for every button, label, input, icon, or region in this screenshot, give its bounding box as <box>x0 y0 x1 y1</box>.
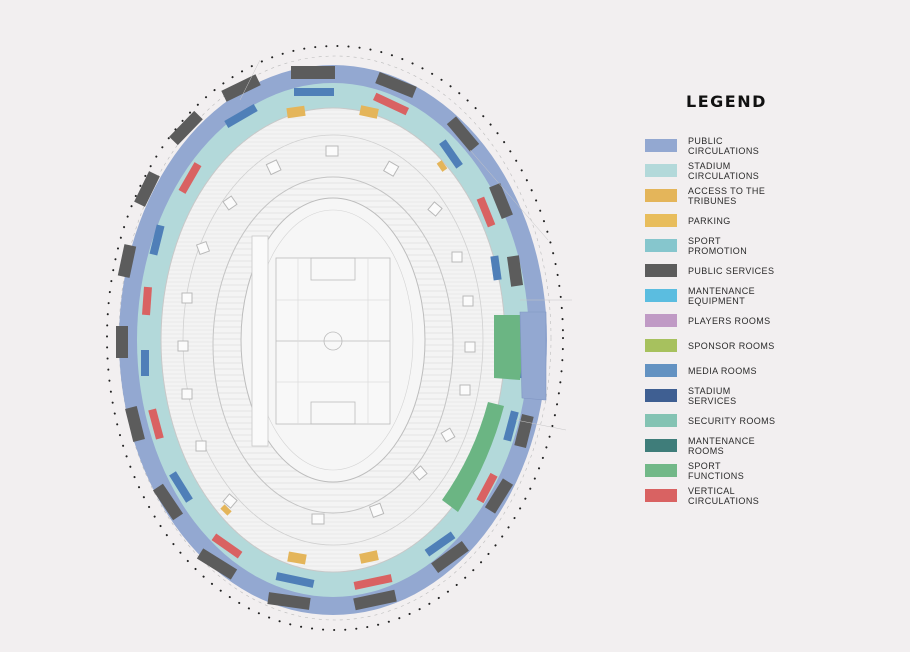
legend-item: VERTICAL CIRCULATIONS <box>640 483 890 508</box>
legend-item: MANTENANCE ROOMS <box>640 433 890 458</box>
legend-swatch <box>645 339 677 352</box>
legend-label: PUBLIC SERVICES <box>688 265 775 276</box>
legend-item: SPONSOR ROOMS <box>640 333 890 358</box>
legend-item: PLAYERS ROOMS <box>640 308 890 333</box>
construction-lines <box>239 59 572 431</box>
legend-title: LEGEND <box>686 92 767 111</box>
football-pitch <box>275 257 391 425</box>
vertical-circulation-blocks <box>142 92 498 590</box>
legend-label: SPORT PROMOTION <box>688 235 748 256</box>
legend-swatch <box>645 139 677 152</box>
legend-swatch <box>645 164 677 177</box>
legend-item: ACCESS TO THE TRIBUNES <box>640 183 890 208</box>
legend-item: MANTENANCE EQUIPMENT <box>640 283 890 308</box>
legend-swatch <box>645 239 677 252</box>
vomitories <box>177 145 476 525</box>
legend-swatch <box>645 289 677 302</box>
legend-label: STADIUM SERVICES <box>688 385 737 406</box>
tribune-access-blocks <box>220 105 448 565</box>
legend-items: PUBLIC CIRCULATIONS STADIUM CIRCULATIONS A… <box>640 133 890 508</box>
legend-swatch <box>645 314 677 327</box>
upper-tier-edge <box>182 134 484 546</box>
legend-swatch <box>645 439 677 452</box>
legend-label: SECURITY ROOMS <box>688 415 776 426</box>
legend-label: VERTICAL CIRCULATIONS <box>688 485 760 506</box>
outer-boundary-dotted <box>106 45 564 631</box>
legend-item: SPORT PROMOTION <box>640 233 890 258</box>
west-stand-stairs <box>251 235 269 447</box>
media-rooms-blocks <box>141 88 527 588</box>
legend-swatch <box>645 489 677 502</box>
legend-label: PARKING <box>688 215 731 226</box>
legend-label: MANTENANCE EQUIPMENT <box>688 285 756 306</box>
legend-item: SECURITY ROOMS <box>640 408 890 433</box>
legend-item: PUBLIC SERVICES <box>640 258 890 283</box>
legend-item: SPORT FUNCTIONS <box>640 458 890 483</box>
legend: LEGEND PUBLIC CIRCULATIONS STADIUM CIRCUL… <box>640 92 890 508</box>
legend-swatch <box>645 364 677 377</box>
legend-swatch <box>645 264 677 277</box>
legend-item: MEDIA ROOMS <box>640 358 890 383</box>
legend-swatch <box>645 214 677 227</box>
legend-item: STADIUM SERVICES <box>640 383 890 408</box>
legend-swatch <box>645 389 677 402</box>
legend-swatch <box>645 414 677 427</box>
legend-label: MANTENANCE ROOMS <box>688 435 756 456</box>
legend-label: STADIUM CIRCULATIONS <box>688 160 760 181</box>
legend-label: SPONSOR ROOMS <box>688 340 775 351</box>
legend-label: MEDIA ROOMS <box>688 365 757 376</box>
legend-label: PLAYERS ROOMS <box>688 315 771 326</box>
legend-item: PUBLIC CIRCULATIONS <box>640 133 890 158</box>
public-services-blocks <box>116 66 541 611</box>
legend-swatch <box>645 464 677 477</box>
sport-functions-zone <box>442 311 547 512</box>
legend-item: PARKING <box>640 208 890 233</box>
stadium-floor-plan <box>106 45 572 631</box>
legend-label: PUBLIC CIRCULATIONS <box>688 135 760 156</box>
legend-item: STADIUM CIRCULATIONS <box>640 158 890 183</box>
legend-label: ACCESS TO THE TRIBUNES <box>688 185 766 206</box>
legend-label: SPORT FUNCTIONS <box>688 460 745 481</box>
legend-swatch <box>645 189 677 202</box>
